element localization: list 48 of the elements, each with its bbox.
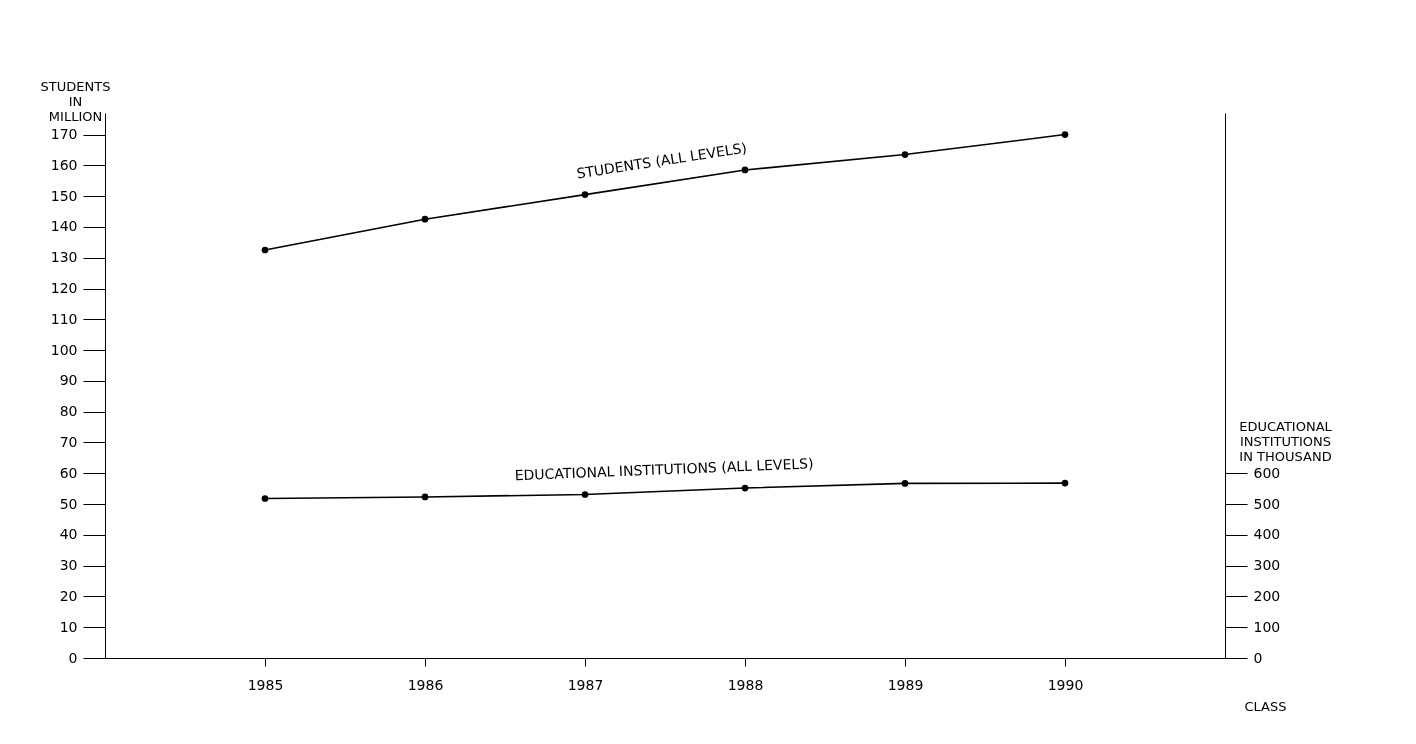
point	[421, 215, 429, 223]
y2-tick-label: 0	[1253, 649, 1263, 666]
y-tick-label: 120	[50, 280, 78, 297]
y-tick-label: 20	[59, 587, 78, 604]
x-tick-label: 1985	[247, 676, 284, 693]
y-tick-label: 0	[68, 649, 78, 666]
y2-tick-label: 400	[1253, 526, 1281, 543]
x-tick-label: 1989	[887, 676, 924, 693]
x-tick-label: 1987	[567, 676, 604, 693]
y2-tick-label: 600	[1253, 464, 1281, 481]
y-tick-label: 110	[50, 310, 78, 327]
y-tick-label: 100	[50, 341, 78, 358]
point	[581, 191, 589, 198]
y2-tick-label: 500	[1253, 495, 1281, 512]
point	[261, 495, 269, 502]
y-tick-label: 160	[50, 156, 78, 173]
x-axis-title: CLASS	[1244, 698, 1287, 714]
series-label: EDUCATIONAL INSTITUTIONS (ALL LEVELS)	[514, 455, 814, 484]
y-tick-label: 170	[50, 126, 78, 143]
point	[741, 484, 749, 492]
point	[901, 480, 909, 487]
y2-tick-label: 100	[1253, 618, 1281, 635]
point	[1061, 131, 1069, 138]
x-tick-label: 1988	[727, 676, 764, 693]
y-tick-label: 50	[59, 495, 78, 512]
y-tick-label: 150	[50, 187, 78, 204]
y-tick-label: 30	[59, 557, 78, 574]
point	[901, 151, 909, 158]
point	[1061, 479, 1069, 487]
text: STUDENTS (ALL LEVELS)	[575, 139, 748, 182]
point	[421, 493, 429, 501]
x-tick-label: 1986	[407, 676, 444, 693]
y-tick-label: 80	[59, 403, 78, 420]
y-tick-label: 40	[59, 526, 78, 543]
y2-tick-label: 200	[1253, 587, 1281, 604]
point	[741, 166, 749, 174]
point	[581, 491, 589, 498]
point	[261, 246, 269, 254]
y-tick-label: 70	[59, 433, 78, 450]
y-axis-title: STUDENTS IN MILLION	[40, 78, 111, 124]
y-tick-label: 10	[59, 618, 78, 635]
y2-axis-title: EDUCATIONAL INSTITUTIONS IN THOUSAND	[1239, 418, 1333, 464]
y-tick-label: 130	[50, 249, 78, 266]
y-tick-label: 140	[50, 218, 78, 235]
y-tick-label: 60	[59, 464, 78, 481]
y-tick-label: 90	[59, 372, 78, 389]
y2-tick-label: 300	[1253, 557, 1281, 574]
x-tick-label: 1990	[1047, 676, 1084, 693]
